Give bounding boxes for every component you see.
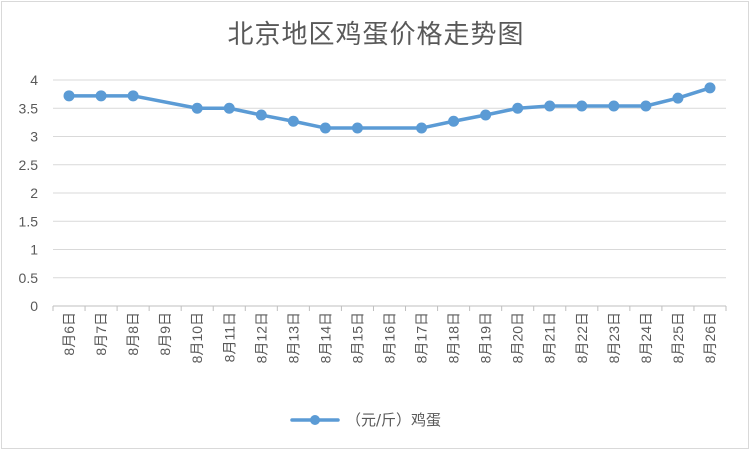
data-point bbox=[287, 115, 299, 127]
x-tick-label: 8月7日 bbox=[93, 312, 109, 356]
x-tick-label: 8月23日 bbox=[606, 312, 622, 363]
y-tick-label: 0.5 bbox=[19, 270, 39, 286]
y-tick-label: 2.5 bbox=[19, 157, 39, 173]
x-tick-label: 8月22日 bbox=[574, 312, 590, 363]
data-point bbox=[672, 92, 684, 104]
data-point bbox=[512, 102, 524, 114]
data-point bbox=[576, 100, 588, 112]
data-point bbox=[544, 100, 556, 112]
chart-title: 北京地区鸡蛋价格走势图 bbox=[227, 20, 525, 50]
data-point bbox=[63, 90, 75, 102]
x-tick-label: 8月24日 bbox=[638, 312, 654, 363]
data-point bbox=[448, 115, 460, 127]
y-tick-label: 4 bbox=[30, 72, 38, 88]
x-tick-label: 8月12日 bbox=[253, 312, 269, 363]
x-tick-label: 8月8日 bbox=[125, 312, 141, 356]
y-tick-label: 3.5 bbox=[19, 100, 39, 116]
gridlines bbox=[53, 79, 726, 279]
data-point bbox=[255, 109, 267, 121]
x-tick-label: 8月6日 bbox=[61, 312, 77, 356]
legend-point-marker bbox=[310, 415, 320, 425]
x-tick-label: 8月26日 bbox=[702, 312, 718, 363]
x-tick-label: 8月20日 bbox=[510, 312, 526, 363]
data-point bbox=[640, 100, 652, 112]
y-tick-label: 1 bbox=[30, 242, 38, 258]
y-tick-label: 2 bbox=[30, 185, 38, 201]
x-axis-tick-labels: 8月6日 8月7日 8月8日 8月9日 8月10日 8月11日 8月12日 8月13日 8月14… bbox=[61, 312, 718, 363]
x-tick-label: 8月14日 bbox=[317, 312, 333, 363]
data-point bbox=[416, 122, 428, 134]
data-point bbox=[319, 122, 331, 134]
data-point bbox=[127, 90, 139, 102]
data-point bbox=[191, 102, 203, 114]
data-point bbox=[95, 90, 107, 102]
x-tick-label: 8月18日 bbox=[446, 312, 462, 363]
legend-label: （元/斤）鸡蛋 bbox=[346, 411, 441, 429]
x-axis bbox=[52, 305, 727, 311]
y-axis-tick-labels: 0 0.5 1 1.5 2 2.5 3 3.5 4 bbox=[19, 72, 39, 314]
y-tick-label: 1.5 bbox=[19, 213, 39, 229]
x-tick-label: 8月19日 bbox=[478, 312, 494, 363]
data-point bbox=[704, 82, 716, 94]
x-tick-label: 8月10日 bbox=[189, 312, 205, 363]
x-tick-label: 8月17日 bbox=[414, 312, 430, 363]
series-layer bbox=[63, 82, 716, 134]
data-point bbox=[608, 100, 620, 112]
data-point bbox=[351, 122, 363, 134]
x-tick-label: 8月25日 bbox=[670, 312, 686, 363]
x-tick-label: 8月9日 bbox=[157, 312, 173, 356]
x-tick-label: 8月16日 bbox=[382, 312, 398, 363]
data-point bbox=[223, 102, 235, 114]
x-tick-label: 8月15日 bbox=[349, 312, 365, 363]
x-tick-label: 8月11日 bbox=[221, 312, 237, 362]
legend: （元/斤）鸡蛋 bbox=[290, 411, 441, 429]
x-tick-label: 8月13日 bbox=[285, 312, 301, 363]
y-tick-label: 0 bbox=[30, 298, 38, 314]
data-point bbox=[480, 109, 492, 121]
y-tick-label: 3 bbox=[30, 129, 38, 145]
x-tick-label: 8月21日 bbox=[542, 312, 558, 363]
